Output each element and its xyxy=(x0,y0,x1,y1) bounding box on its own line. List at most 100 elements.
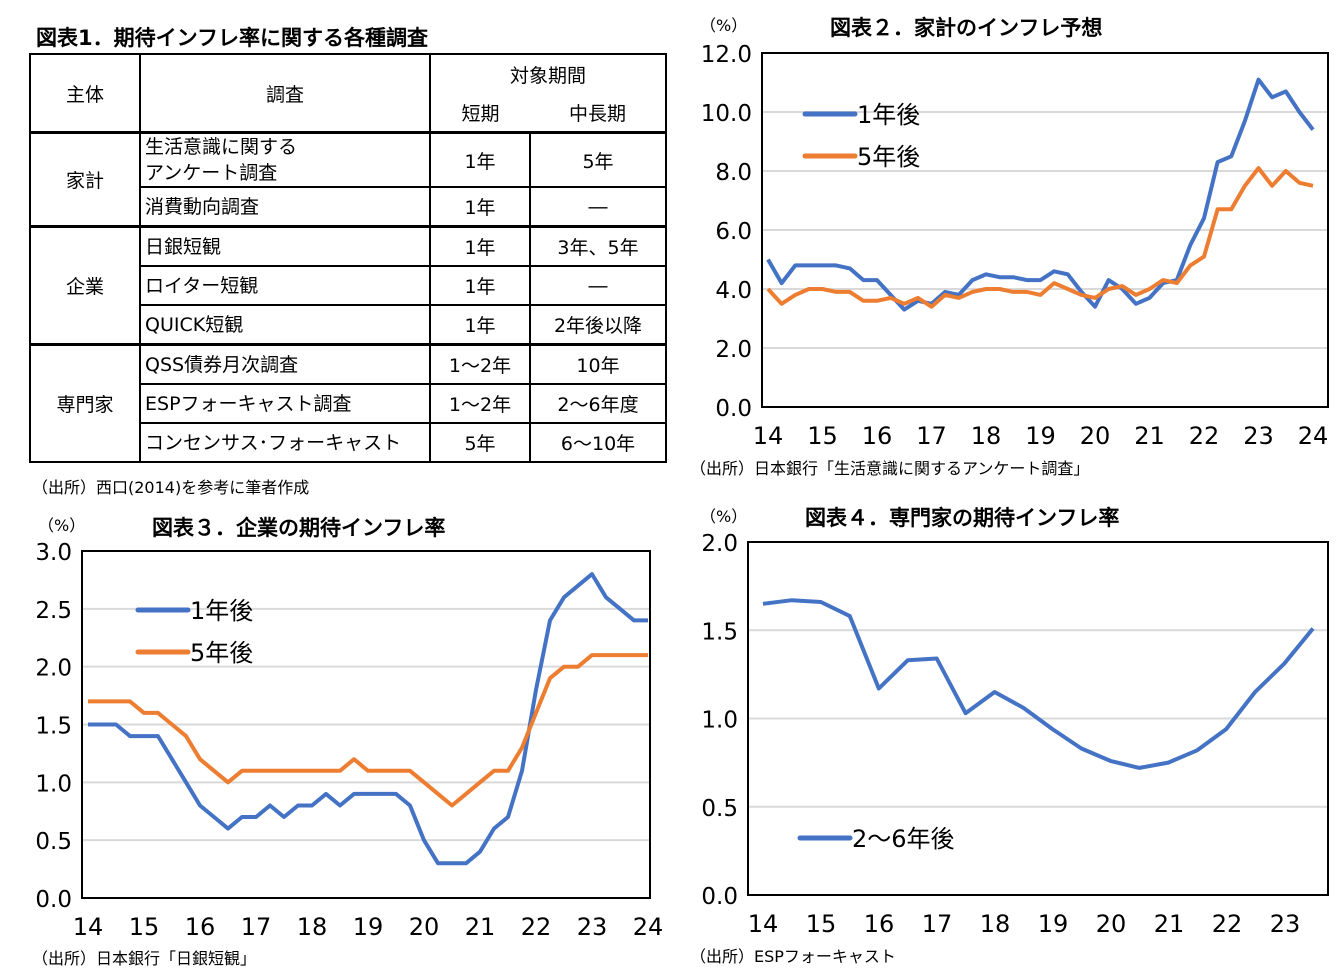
long-term-cell: 5年 xyxy=(529,131,667,188)
short-term-cell: 1年 xyxy=(428,186,532,228)
x-tick-label: 19 xyxy=(353,913,384,941)
y-tick-label: 8.0 xyxy=(715,160,752,186)
long-term-cell: 6～10年 xyxy=(529,422,667,463)
legend-label: 2～6年後 xyxy=(852,825,955,853)
y-tick-label: 2.0 xyxy=(701,531,738,557)
legend-label: 1年後 xyxy=(190,597,253,625)
series-line-0 xyxy=(88,572,648,866)
x-tick-label: 23 xyxy=(1243,422,1274,450)
plot-frame xyxy=(747,541,1329,896)
x-tick-label: 24 xyxy=(633,913,664,941)
chart-title: 図表３．企業の期待インフレ率 xyxy=(152,516,446,540)
y-tick-label: 0.0 xyxy=(701,884,738,910)
y-tick-label: 6.0 xyxy=(715,219,752,245)
y-tick-label: 3.0 xyxy=(35,540,72,566)
x-tick-label: 20 xyxy=(1080,422,1111,450)
y-tick-label: 1.5 xyxy=(701,619,738,645)
short-term-cell: 1年 xyxy=(428,225,532,267)
table-row: QUICK短観 1年 2年後以降 xyxy=(30,304,667,346)
x-tick-label: 20 xyxy=(1096,910,1127,938)
x-tick-label: 18 xyxy=(980,910,1011,938)
subject-cell: 家計 xyxy=(29,131,141,228)
table-source: （出所）西口(2014)を参考に筆者作成 xyxy=(32,478,310,497)
header-subject: 主体 xyxy=(29,53,141,134)
x-tick-label: 20 xyxy=(409,913,440,941)
table-row: ESPフォーキャスト調査 1～2年 2～6年度 xyxy=(30,383,667,424)
long-term-cell: ― xyxy=(529,186,667,228)
series-line-0 xyxy=(762,598,1315,770)
legend-label: 5年後 xyxy=(190,639,253,667)
subject-cell: 企業 xyxy=(29,225,141,346)
chart-source: （出所）ESPフォーキャスト xyxy=(690,947,896,966)
y-tick-label: 0.5 xyxy=(35,829,72,855)
subject-cell: 専門家 xyxy=(29,343,141,463)
short-term-cell: 1年 xyxy=(428,265,532,306)
plot-frame xyxy=(761,52,1329,408)
survey-cell: 生活意識に関する アンケート調査 xyxy=(139,131,431,188)
y-tick-label: 0.5 xyxy=(701,796,738,822)
survey-cell: コンセンサス･フォーキャスト xyxy=(139,422,431,463)
y-tick-label: 0.0 xyxy=(715,396,752,422)
unit-label: （%） xyxy=(700,16,748,35)
survey-cell: ESPフォーキャスト調査 xyxy=(139,383,431,424)
table-row: 企業 日銀短観 1年 3年、5年 xyxy=(29,225,667,346)
x-tick-label: 14 xyxy=(748,910,779,938)
x-tick-label: 16 xyxy=(185,913,216,941)
x-tick-label: 14 xyxy=(753,422,784,450)
chart-source: （出所）日本銀行「生活意識に関するアンケート調査」 xyxy=(690,459,1090,478)
short-term-cell: 1～2年 xyxy=(428,383,532,424)
long-term-cell: 10年 xyxy=(529,343,667,385)
y-tick-label: 2.5 xyxy=(35,598,72,624)
short-term-cell: 1年 xyxy=(428,304,532,346)
plot-frame xyxy=(81,550,651,899)
long-term-cell: 2～6年度 xyxy=(529,383,667,424)
x-tick-label: 22 xyxy=(1212,910,1243,938)
chart-title: 図表２．家計のインフレ予想 xyxy=(830,16,1103,40)
unit-label: （%） xyxy=(38,516,86,535)
chart-title: 図表４．専門家の期待インフレ率 xyxy=(805,506,1120,530)
y-tick-label: 12.0 xyxy=(701,42,752,68)
x-tick-label: 15 xyxy=(806,910,837,938)
header-survey: 調査 xyxy=(139,53,431,134)
x-tick-label: 16 xyxy=(864,910,895,938)
survey-cell: ロイター短観 xyxy=(139,265,431,306)
survey-cell: QSS債券月次調査 xyxy=(139,343,431,385)
header-long: 中長期 xyxy=(530,94,667,134)
short-term-cell: 1年 xyxy=(428,131,532,188)
y-tick-label: 2.0 xyxy=(35,656,72,682)
y-tick-label: 0.0 xyxy=(35,887,72,913)
long-term-cell: ― xyxy=(529,265,667,306)
legend-label: 1年後 xyxy=(857,101,920,129)
unit-label: （%） xyxy=(700,507,748,526)
y-tick-label: 1.5 xyxy=(35,714,72,740)
survey-cell: 消費動向調査 xyxy=(139,186,431,228)
table-row: ロイター短観 1年 ― xyxy=(30,265,667,306)
survey-cell: QUICK短観 xyxy=(139,304,431,346)
table-row: 専門家 QSS債券月次調査 1～2年 10年 xyxy=(29,343,667,463)
x-tick-label: 23 xyxy=(577,913,608,941)
table-title: 図表1．期待インフレ率に関する各種調査 xyxy=(36,26,428,50)
x-tick-label: 21 xyxy=(465,913,496,941)
survey-cell: 日銀短観 xyxy=(139,225,431,267)
x-tick-label: 17 xyxy=(922,910,953,938)
x-tick-label: 19 xyxy=(1038,910,1069,938)
header-short: 短期 xyxy=(428,94,531,134)
long-term-cell: 3年、5年 xyxy=(529,225,667,267)
legend-label: 5年後 xyxy=(857,143,920,171)
y-tick-label: 1.0 xyxy=(701,708,738,734)
y-tick-label: 10.0 xyxy=(701,101,752,127)
y-tick-label: 2.0 xyxy=(715,337,752,363)
x-tick-label: 19 xyxy=(1025,422,1056,450)
header-period: 対象期間 xyxy=(429,53,667,94)
table-row: 消費動向調査 1年 ― xyxy=(30,186,667,228)
x-tick-label: 22 xyxy=(1189,422,1220,450)
y-tick-label: 1.0 xyxy=(35,771,72,797)
short-term-cell: 1～2年 xyxy=(428,343,532,385)
series-line-1 xyxy=(88,653,648,808)
x-tick-label: 23 xyxy=(1270,910,1301,938)
x-tick-label: 17 xyxy=(241,913,272,941)
x-tick-label: 15 xyxy=(129,913,160,941)
x-tick-label: 24 xyxy=(1298,422,1329,450)
chart-source: （出所）日本銀行「日銀短観」 xyxy=(32,949,257,968)
series-line-1 xyxy=(766,166,1314,309)
